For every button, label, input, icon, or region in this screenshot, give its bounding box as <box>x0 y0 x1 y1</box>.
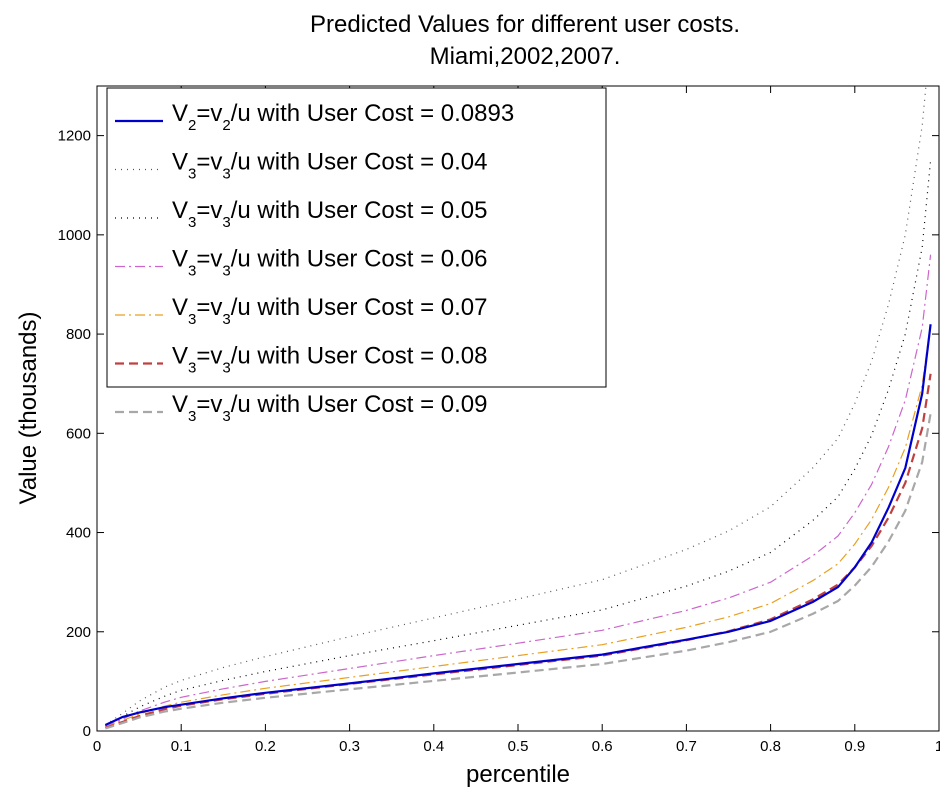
y-tick-label: 400 <box>66 525 91 542</box>
x-tick-label: 0.5 <box>508 738 529 755</box>
chart-title-line-1: Predicted Values for different user cost… <box>310 11 740 38</box>
series-line-5 <box>105 322 932 729</box>
legend-label: V3=v3/u with User Cost = 0.06 <box>172 246 488 280</box>
y-tick-label: 200 <box>66 624 91 641</box>
series-line-6 <box>105 373 932 730</box>
x-tick-label: 0.9 <box>844 738 865 755</box>
x-tick-label: 0 <box>93 738 101 755</box>
legend-box <box>106 87 607 388</box>
series-line-4 <box>105 254 932 728</box>
legend-label: V3=v3/u with User Cost = 0.08 <box>172 343 488 377</box>
x-tick-label: 0.4 <box>423 738 444 755</box>
y-tick-label: 1000 <box>58 227 91 244</box>
x-tick-label: 0.2 <box>255 738 276 755</box>
y-tick-label: 0 <box>83 723 91 740</box>
legend-label: V3=v3/u with User Cost = 0.07 <box>172 294 488 328</box>
x-tick-label: 0.8 <box>760 738 781 755</box>
series-layer <box>104 86 932 730</box>
legend-label: V3=v3/u with User Cost = 0.05 <box>172 197 488 231</box>
x-tick-label: 1 <box>935 738 940 755</box>
x-axis: 0 0.1 0.2 0.3 0.4 0.5 0.6 0.7 0.8 0.9 1 <box>93 86 940 755</box>
y-tick-label: 1200 <box>58 128 91 145</box>
y-tick-label: 800 <box>66 326 91 343</box>
series-line-1 <box>104 324 932 726</box>
y-tick-label: 600 <box>66 425 91 442</box>
x-axis-label: percentile <box>466 761 570 788</box>
x-tick-label: 0.6 <box>592 738 613 755</box>
legend: V2=v2/u with User Cost = 0.0893 V3=v3/u w… <box>106 87 607 425</box>
legend-label: V2=v2/u with User Cost = 0.0893 <box>172 100 514 134</box>
legend-label: V3=v3/u with User Cost = 0.09 <box>172 391 488 425</box>
chart-title-line-2: Miami,2002,2007. <box>430 43 621 70</box>
y-axis-label: Value (thousands) <box>15 311 42 504</box>
x-tick-label: 0.1 <box>171 738 192 755</box>
legend-label: V3=v3/u with User Cost = 0.04 <box>172 149 488 183</box>
y-axis: 0 200 400 600 800 1000 1200 <box>58 128 939 740</box>
x-tick-label: 0.7 <box>676 738 697 755</box>
x-tick-label: 0.3 <box>339 738 360 755</box>
